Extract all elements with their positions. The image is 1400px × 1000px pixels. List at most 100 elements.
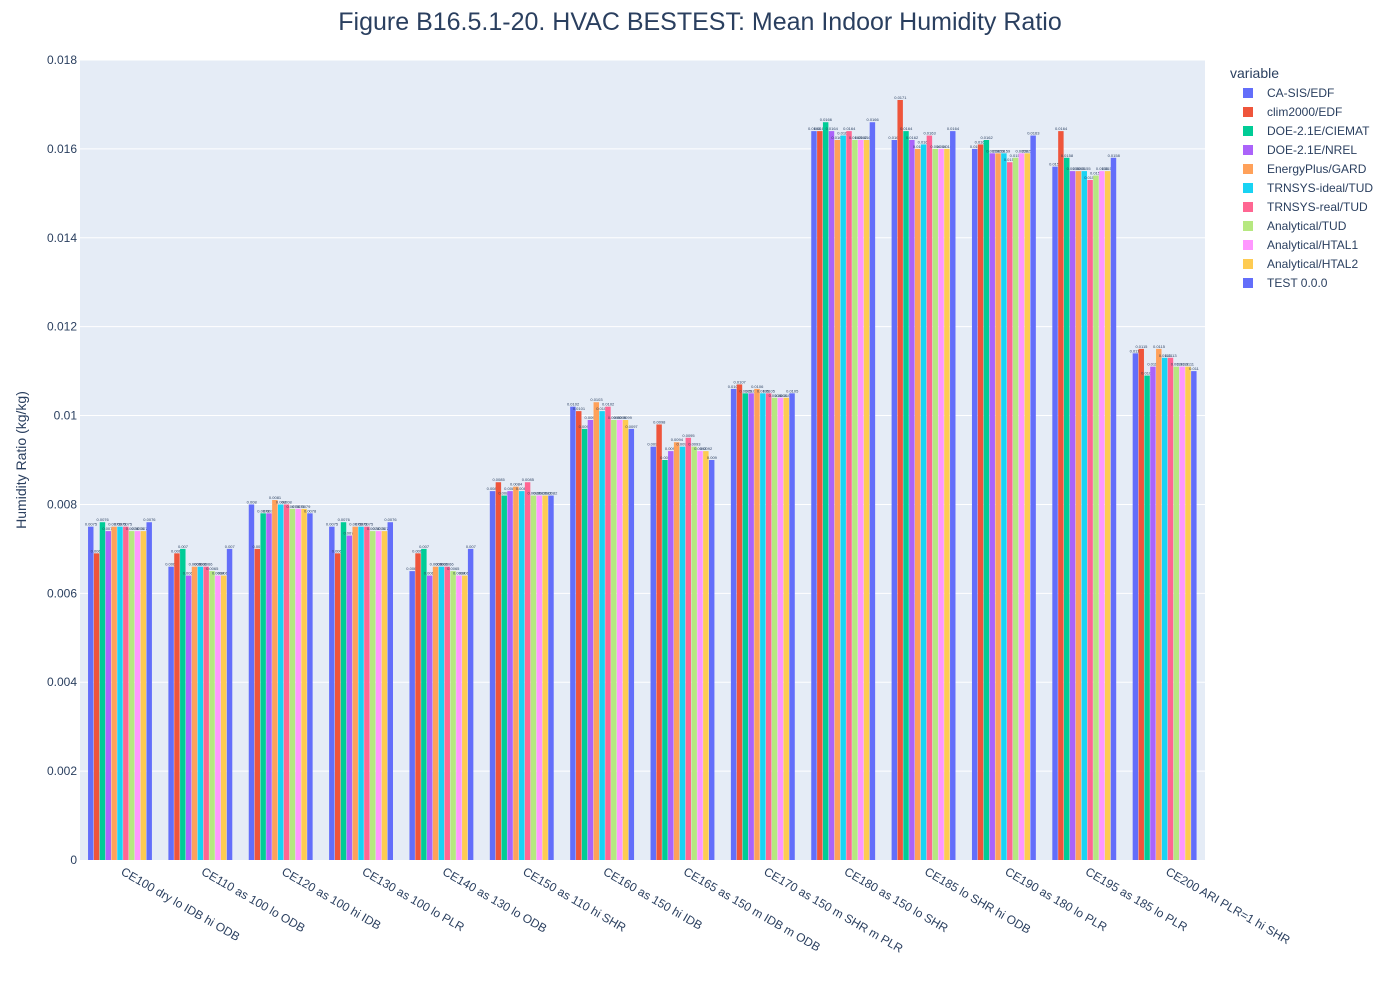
bar [415,553,421,860]
bar [1179,366,1185,860]
legend-swatch [1243,126,1253,136]
bar-data-label: 0.0065 [406,566,419,571]
bar [1132,353,1139,860]
bar [971,148,978,860]
bar [197,566,204,860]
bar [909,140,915,860]
legend-item: TRNSYS-real/TUD [1243,200,1368,214]
bar-data-label: 0.0159 [992,148,1005,153]
bar-data-label: 0.0074 [367,526,380,531]
bar-data-label: 0.0075 [85,522,98,527]
legend-label: TRNSYS-real/TUD [1267,200,1368,214]
bar [834,140,841,860]
bar [765,393,772,860]
bar-data-label: 0.0162 [855,135,868,140]
bar [989,153,995,861]
bar [995,153,1001,861]
bar-data-label: 0.0158 [1061,153,1074,158]
bar [1185,366,1191,860]
y-tick-label: 0.018 [47,53,77,67]
bar [771,397,778,860]
bar-data-label: 0.0081 [269,495,282,500]
bar-data-label: 0.0097 [579,424,592,429]
bar-data-label: 0.0154 [1090,171,1103,176]
bar-data-label: 0.0163 [1027,131,1040,136]
bar-data-label: 0.0066 [194,562,207,567]
bar-data-label: 0.0114 [1130,348,1143,353]
legend-label: Analytical/TUD [1267,219,1347,233]
bar [789,393,795,860]
bar [226,548,233,860]
bar-data-label: 0.007 [178,544,189,549]
bar-data-label: 0.0158 [1108,153,1121,158]
bar [1093,175,1099,861]
bar [1156,348,1162,860]
bar [668,451,674,860]
bar [289,508,296,860]
bar-data-label: 0.0078 [304,508,317,513]
bar [191,566,198,860]
bar-data-label: 0.0076 [143,517,156,522]
bar-data-label: 0.0115 [1153,344,1166,349]
bar-data-label: 0.007 [466,544,477,549]
y-tick-label: 0.008 [47,497,77,511]
bar-data-label: 0.0164 [826,126,839,131]
bar [174,553,180,860]
bar-data-label: 0.0159 [998,148,1011,153]
bar [266,513,272,860]
x-tick-label: CE170 as 150 m SHR m PLR [762,864,906,955]
bar [858,140,864,860]
legend-swatch [1243,259,1253,269]
legend-item: Analytical/HTAL2 [1243,257,1358,271]
legend-item: clim2000/EDF [1243,105,1342,119]
bar-data-label: 0.0082 [545,491,558,496]
bar-data-label: 0.0064 [218,571,231,576]
bar [254,548,261,860]
bar-data-label: 0.0082 [533,491,546,496]
bar-data-label: 0.008 [247,499,258,504]
bar [548,495,554,860]
bar-data-label: 0.0101 [596,406,609,411]
bar-data-label: 0.0105 [786,388,799,393]
bar [140,531,147,860]
bar [489,491,496,860]
y-tick-label: 0 [70,853,77,867]
bar-data-label: 0.0079 [292,504,305,509]
bar [456,575,462,860]
bar-data-label: 0.0085 [522,477,535,482]
bar [742,393,749,860]
bar-data-label: 0.0069 [332,548,345,553]
bar-data-label: 0.0076 [384,517,397,522]
bar [426,575,433,860]
bar [1001,153,1007,861]
bar [748,393,754,860]
bar-data-label: 0.0164 [947,126,960,131]
bar-data-label: 0.0097 [625,424,638,429]
bar-data-label: 0.008 [276,499,287,504]
bar [542,495,548,860]
bar-data-label: 0.0066 [189,562,202,567]
bar [358,526,364,860]
bar-data-label: 0.016 [942,144,953,149]
bar-data-label: 0.0083 [504,486,517,491]
bar [783,397,789,860]
legend-label: DOE-2.1E/CIEMAT [1267,124,1370,138]
legend-item: DOE-2.1E/NREL [1243,143,1357,157]
bar [495,482,502,860]
legend-title: variable [1230,65,1279,81]
legend-swatch [1243,107,1253,117]
bar [736,384,743,860]
legend-label: EnergyPlus/GARD [1267,162,1367,176]
bar-data-label: 0.016 [930,144,941,149]
bar [679,446,686,860]
x-tick-label: CE200 ARI PLR=1 hi SHR [1163,864,1292,947]
bar-data-label: 0.007 [419,544,430,549]
bar-data-label: 0.0162 [906,135,919,140]
bar-data-label: 0.0155 [1067,166,1080,171]
bar [754,388,760,860]
bar-data-label: 0.008 [282,499,293,504]
bar [869,122,876,860]
bar [920,144,927,860]
bar [703,451,709,860]
